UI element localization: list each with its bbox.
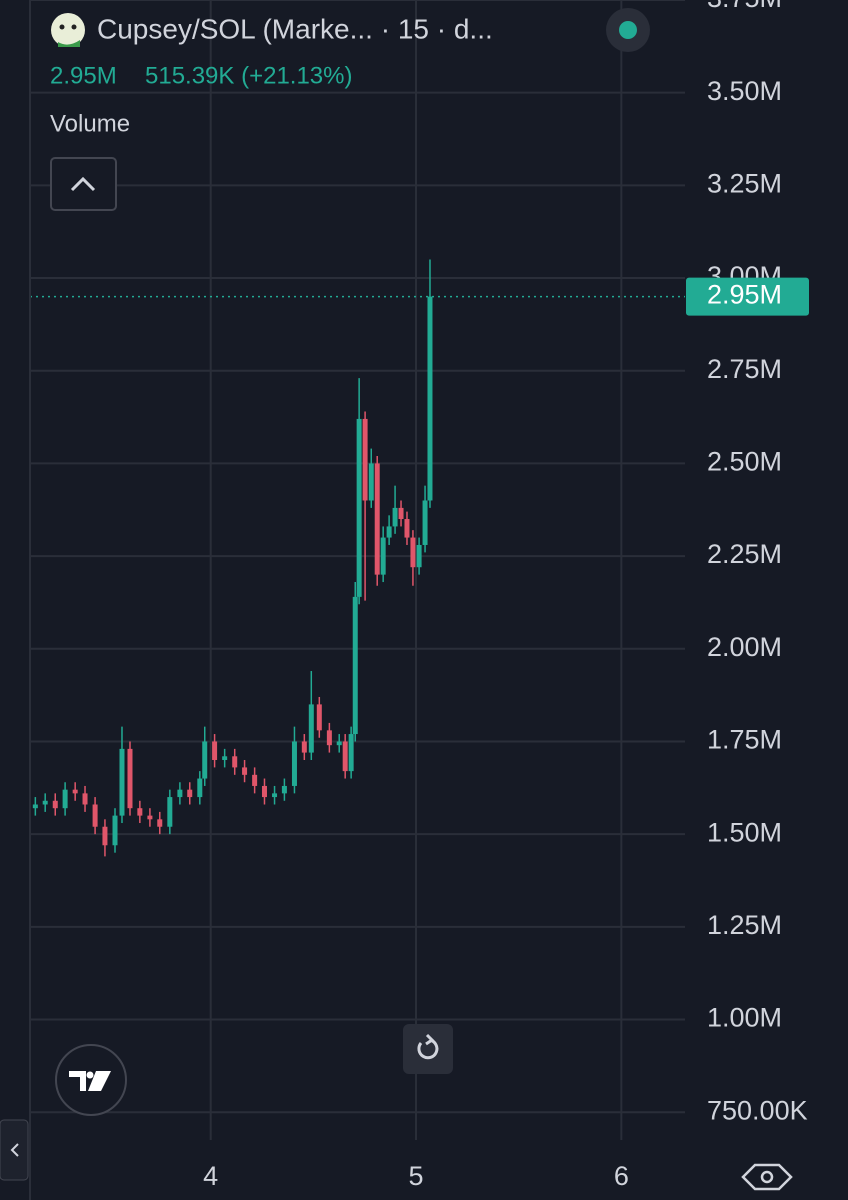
candle-body	[356, 418, 362, 597]
candle-body	[127, 748, 133, 809]
candle-body	[202, 741, 208, 779]
y-tick-label: 3.75M	[707, 0, 782, 13]
side-tab-icon	[10, 1143, 19, 1157]
grid	[30, 0, 685, 1140]
candle-body	[427, 296, 433, 501]
candle-body	[348, 734, 354, 772]
y-tick-label: 750.00K	[707, 1095, 808, 1125]
candle-body	[362, 418, 368, 501]
token-icon	[51, 13, 85, 47]
candle-body	[187, 789, 193, 798]
candle-body	[42, 800, 48, 805]
candle-body	[368, 463, 374, 501]
tv-logo[interactable]	[55, 1044, 127, 1116]
candle-body	[374, 463, 380, 575]
candle-body	[261, 785, 267, 798]
tv-logo-mark	[69, 1071, 111, 1091]
change: 515.39K (+21.13%)	[145, 62, 352, 89]
y-tick-label: 1.00M	[707, 1003, 782, 1033]
candle-body	[416, 544, 422, 568]
candle-body	[112, 815, 118, 846]
candle-body	[102, 826, 108, 846]
x-tick-label: 4	[203, 1161, 218, 1191]
status-dot	[619, 21, 637, 39]
last-price-label: 2.95M	[707, 280, 782, 310]
candle-body	[177, 789, 183, 798]
candle-body	[82, 793, 88, 805]
candle-body	[252, 774, 258, 786]
candle-body	[398, 507, 404, 520]
collapse-button[interactable]	[50, 157, 117, 211]
reset-button[interactable]	[403, 1024, 453, 1074]
candle-body	[62, 789, 68, 809]
indicator-label[interactable]: Volume	[50, 110, 130, 137]
reset-icon	[417, 1038, 439, 1060]
candle-body	[291, 741, 297, 786]
last-close: 2.95M	[50, 62, 117, 89]
y-tick-label: 3.50M	[707, 76, 782, 106]
y-tick-label: 1.50M	[707, 817, 782, 847]
candle-body	[342, 741, 348, 772]
reset-arrow	[425, 1033, 435, 1046]
token-icon-eye	[59, 24, 65, 30]
candle-body	[326, 730, 332, 746]
candle-body	[147, 815, 153, 820]
candle-body	[72, 789, 78, 794]
candle-body	[222, 756, 228, 760]
candle-body	[352, 596, 358, 735]
x-tick-label: 5	[409, 1161, 424, 1191]
y-tick-label: 2.50M	[707, 447, 782, 477]
candle-body	[422, 500, 428, 545]
y-tick-label: 2.00M	[707, 632, 782, 662]
candle-body	[32, 804, 38, 809]
y-tick-label: 3.25M	[707, 168, 782, 198]
plot	[30, 259, 685, 857]
x-tick-label: 6	[614, 1161, 629, 1191]
candle-body	[380, 537, 386, 575]
candle-body	[92, 804, 98, 827]
last-price-badge	[686, 277, 809, 316]
tv-logo-dot	[86, 1071, 94, 1079]
chart-title[interactable]: Cupsey/SOL (Marke... · 15 · d...	[97, 13, 493, 44]
candle-body	[392, 507, 398, 527]
candle-body	[308, 704, 314, 753]
candle-body	[137, 808, 143, 816]
candle-body	[386, 526, 392, 538]
candle-body	[52, 800, 58, 809]
token-icon-cup	[58, 40, 80, 47]
collapse-icon	[70, 176, 96, 192]
candle-body	[301, 741, 307, 753]
candle-body	[410, 537, 416, 568]
y-tick-label: 2.25M	[707, 539, 782, 569]
candle-body	[272, 793, 278, 798]
candle-body	[119, 748, 125, 816]
side-tab[interactable]	[0, 1119, 29, 1181]
candle-body	[157, 819, 163, 827]
candle-body	[281, 785, 287, 794]
candle-body	[167, 797, 173, 827]
candle-body	[316, 704, 322, 731]
settings-button[interactable]	[741, 1163, 793, 1191]
y-tick-label: 1.25M	[707, 910, 782, 940]
candle-body	[336, 741, 342, 746]
candle-body	[404, 519, 410, 538]
candle-body	[232, 756, 238, 768]
y-tick-label: 1.75M	[707, 725, 782, 755]
settings-icon	[760, 1170, 774, 1184]
candle-body	[242, 767, 248, 775]
candle-body	[197, 778, 203, 798]
y-tick-label: 2.75M	[707, 354, 782, 384]
token-icon-eye	[71, 24, 77, 30]
candle-body	[212, 741, 218, 760]
